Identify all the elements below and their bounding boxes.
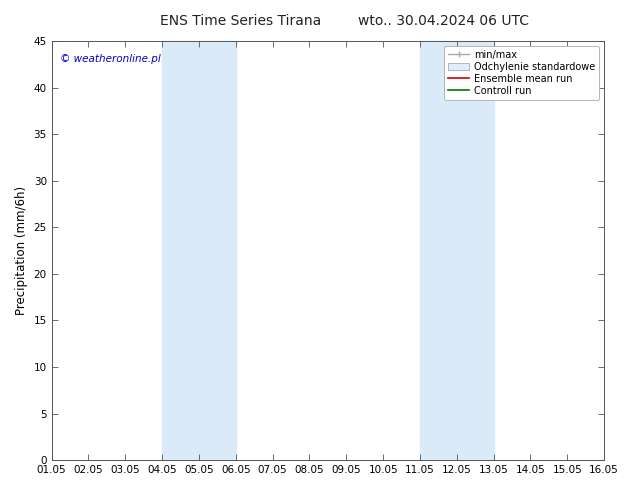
Bar — [162, 41, 236, 460]
Text: © weatheronline.pl: © weatheronline.pl — [60, 53, 160, 64]
Text: ENS Time Series Tirana: ENS Time Series Tirana — [160, 14, 321, 28]
Legend: min/max, Odchylenie standardowe, Ensemble mean run, Controll run: min/max, Odchylenie standardowe, Ensembl… — [444, 46, 599, 99]
Text: wto.. 30.04.2024 06 UTC: wto.. 30.04.2024 06 UTC — [358, 14, 529, 28]
Bar — [420, 41, 494, 460]
Y-axis label: Precipitation (mm/6h): Precipitation (mm/6h) — [15, 186, 28, 315]
